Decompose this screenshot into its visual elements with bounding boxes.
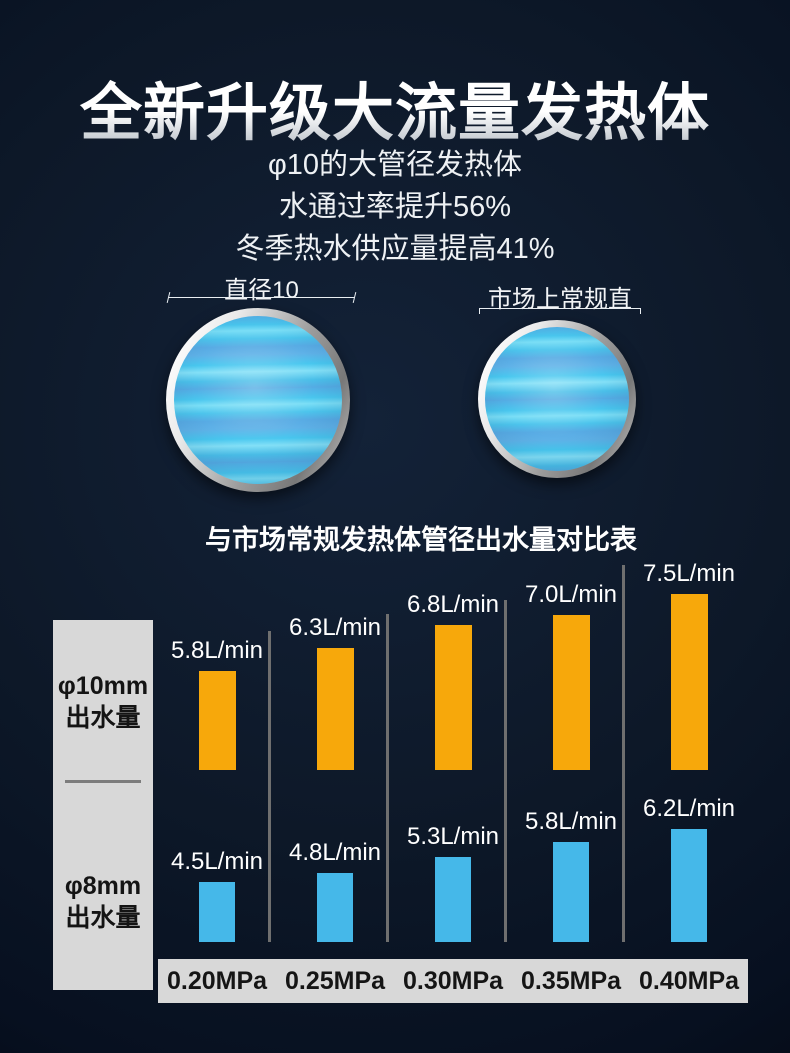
bar-value-label: 6.3L/min [288,614,382,641]
bar-group: 7.0L/min [512,560,630,770]
blue-bar [317,873,353,942]
x-axis-label: 0.35MPa [520,966,622,995]
orange-bar [552,615,590,770]
bar-value-label: 4.5L/min [170,848,264,875]
legend-series-1: φ10mm 出水量 [53,670,153,734]
legend-series-1-line2: 出水量 [65,704,141,732]
subtitle-line-3: 冬季热水供应量提高41% [235,233,555,265]
legend-series-1-line1: φ10mm [57,672,149,700]
bar-value-label: 7.0L/min [524,581,618,608]
x-axis-label: 0.30MPa [402,966,504,995]
subtitle-line-2: 水通过率提升56% [278,191,512,223]
column-separator-2 [386,614,389,942]
orange-bar [670,594,708,770]
bar-value-label: 5.8L/min [170,637,264,664]
bar-group: 4.5L/min [158,770,276,942]
small-tube-water-texture [485,327,629,471]
orange-bar [434,625,472,770]
series-2-bar-row: 4.5L/min 4.8L/min 5.3L/min 5.8L/min 6.2L… [158,770,748,942]
orange-bar [316,648,354,770]
column-separator-3 [504,600,507,942]
small-tube-image [478,320,636,478]
large-tube-image [166,308,350,492]
chart-legend-panel: φ10mm 出水量 φ8mm 出水量 [53,620,153,990]
page-title: 全新升级大流量发热体 [0,62,790,152]
series-1-bar-row: 5.8L/min 6.3L/min 6.8L/min 7.0L/min 7.5L… [158,560,748,770]
subtitle-block: φ10的大管径发热体 水通过率提升56% 冬季热水供应量提高41% [0,144,790,270]
bar-value-label: 6.8L/min [406,591,500,618]
large-tube-dimension-line [166,292,357,303]
legend-divider [65,780,141,783]
bar-group: 4.8L/min [276,770,394,942]
bar-group: 6.3L/min [276,560,394,770]
underline-tick-left [479,308,480,314]
blue-bar [435,857,471,942]
bar-value-label: 5.8L/min [524,808,618,835]
x-axis-strip: 0.20MPa 0.25MPa 0.30MPa 0.35MPa 0.40MPa [158,959,748,1003]
x-axis-label: 0.25MPa [284,966,386,995]
bar-group: 5.8L/min [158,560,276,770]
bar-value-label: 4.8L/min [288,839,382,866]
blue-bar [553,842,589,942]
bar-value-label: 6.2L/min [642,795,736,822]
bar-group: 5.8L/min [512,770,630,942]
x-axis-label: 0.40MPa [638,966,740,995]
bar-value-label: 7.5L/min [642,560,736,587]
bar-group: 6.2L/min [630,770,748,942]
blue-bar [199,882,235,942]
legend-series-2-line1: φ8mm [64,872,142,900]
chart-title: 与市场常规发热体管径出水量对比表 [205,525,637,555]
chart-plot-area: 5.8L/min 6.3L/min 6.8L/min 7.0L/min 7.5L… [158,560,748,959]
legend-series-2-line2: 出水量 [65,904,141,932]
column-separator-4 [622,565,625,942]
small-tube-underline [479,308,641,314]
bar-group: 6.8L/min [394,560,512,770]
underline-tick-right [640,308,641,314]
column-separator-1 [268,631,271,942]
bar-group: 7.5L/min [630,560,748,770]
bar-value-label: 5.3L/min [406,823,500,850]
subtitle-line-1: φ10的大管径发热体 [267,149,523,181]
blue-bar [671,829,707,942]
bar-group: 5.3L/min [394,770,512,942]
large-tube-water-texture [174,316,342,484]
x-axis-label: 0.20MPa [166,966,268,995]
large-tube-diameter-label: 直径10 [224,277,299,304]
legend-series-2: φ8mm 出水量 [53,870,153,934]
orange-bar [198,671,236,770]
